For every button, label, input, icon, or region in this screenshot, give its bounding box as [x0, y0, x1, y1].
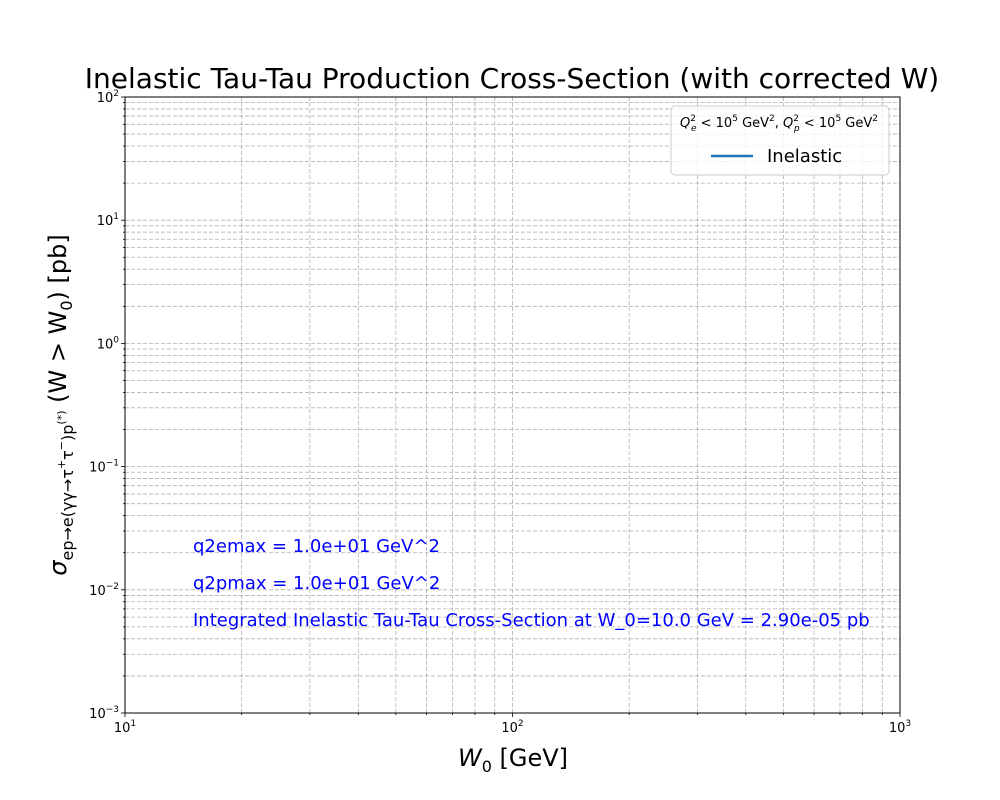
grid: [125, 97, 900, 713]
annotation-q2emax: q2emax = 1.0e+01 GeV^2: [193, 536, 440, 557]
x-tick-label: 103: [889, 719, 911, 736]
y-axis-ticks: 10−3 10−2 10−1 100 101 102: [89, 89, 125, 722]
x-axis-label: W0 [GeV]: [458, 744, 568, 776]
x-tick-label: 101: [114, 719, 136, 736]
y-axis-label: σep→e(γγ→τ+τ−)p(*) (W > W0) [pb]: [44, 234, 77, 575]
y-tick-label: 100: [97, 335, 120, 352]
y-tick-label: 101: [97, 212, 119, 229]
y-tick-label: 10−1: [89, 459, 119, 476]
x-tick-label: 102: [501, 719, 523, 736]
x-axis-ticks: 101 102 103: [114, 713, 911, 736]
legend-label-inelastic: Inelastic: [767, 146, 842, 167]
y-tick-label: 10−2: [89, 582, 119, 599]
chart-title: Inelastic Tau-Tau Production Cross-Secti…: [85, 62, 939, 95]
annotation-integrated-cross-section: Integrated Inelastic Tau-Tau Cross-Secti…: [193, 610, 870, 631]
legend-box: [670, 105, 890, 176]
y-tick-label: 102: [97, 89, 119, 106]
y-tick-label: 10−3: [89, 705, 119, 722]
legend: Q2 e < 105 GeV2, Q2 p < 105 GeV2 Inelastic: [670, 105, 890, 176]
annotation-q2pmax: q2pmax = 1.0e+01 GeV^2: [193, 573, 440, 594]
legend-title: Q2 e < 105 GeV2, Q2 p < 105 GeV2: [680, 114, 878, 134]
